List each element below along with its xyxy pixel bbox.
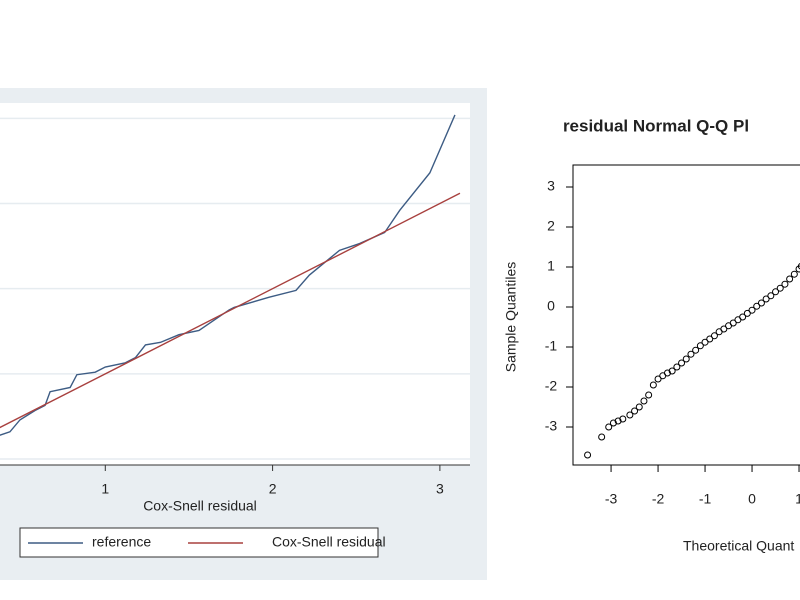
point bbox=[584, 451, 592, 459]
y-tick-label: 0 bbox=[547, 298, 555, 314]
point bbox=[762, 295, 770, 303]
point bbox=[692, 346, 700, 354]
point bbox=[645, 391, 653, 399]
point bbox=[739, 313, 747, 321]
point bbox=[654, 375, 662, 383]
point bbox=[649, 381, 657, 389]
x-axis-label: Theoretical Quant bbox=[683, 538, 794, 554]
point bbox=[678, 359, 686, 367]
point bbox=[614, 417, 622, 425]
y-tick-label: -3 bbox=[545, 418, 558, 434]
x-tick-label: 0 bbox=[748, 491, 756, 507]
point bbox=[748, 306, 756, 314]
point bbox=[797, 262, 800, 270]
y-tick-label: -1 bbox=[545, 338, 558, 354]
point bbox=[795, 265, 800, 273]
x-tick-label: -1 bbox=[699, 491, 712, 507]
x-tick-label: -2 bbox=[652, 491, 665, 507]
x-tick-label: 1 bbox=[795, 491, 800, 507]
y-tick-label: 2 bbox=[547, 218, 555, 234]
left-plot-area bbox=[0, 103, 470, 465]
x-tick-label: 1 bbox=[101, 481, 109, 497]
chart-title: residual Normal Q-Q Pl bbox=[563, 116, 749, 135]
legend-label: reference bbox=[92, 534, 151, 550]
point bbox=[605, 423, 613, 431]
point bbox=[640, 397, 648, 405]
point bbox=[786, 275, 794, 283]
y-tick-label: 3 bbox=[547, 178, 555, 194]
y-tick-label: -2 bbox=[545, 378, 558, 394]
point bbox=[743, 309, 751, 317]
plot-frame bbox=[572, 164, 800, 466]
point bbox=[687, 350, 695, 358]
point bbox=[673, 363, 681, 371]
point bbox=[598, 433, 606, 441]
point bbox=[626, 411, 634, 419]
point bbox=[619, 415, 627, 423]
x-tick-label: 3 bbox=[436, 481, 444, 497]
point bbox=[668, 367, 676, 375]
point bbox=[790, 270, 798, 278]
point bbox=[710, 332, 718, 340]
point bbox=[767, 292, 775, 300]
point bbox=[609, 419, 617, 427]
point bbox=[776, 284, 784, 292]
point bbox=[696, 342, 704, 350]
point bbox=[757, 299, 765, 307]
legend-label: Cox-Snell residual bbox=[272, 534, 386, 550]
point bbox=[729, 319, 737, 327]
x-tick-label: -3 bbox=[605, 491, 618, 507]
point bbox=[631, 407, 639, 415]
point bbox=[781, 280, 789, 288]
point bbox=[701, 338, 709, 346]
point bbox=[706, 335, 714, 343]
x-axis-label: Cox-Snell residual bbox=[143, 498, 257, 514]
point bbox=[720, 325, 728, 333]
y-axis-label: Sample Quantiles bbox=[503, 262, 519, 373]
point bbox=[635, 403, 643, 411]
point bbox=[753, 302, 761, 310]
point bbox=[682, 355, 690, 363]
line-series bbox=[0, 114, 456, 436]
y-tick-label: 1 bbox=[547, 258, 555, 274]
point bbox=[772, 288, 780, 296]
x-tick-label: 2 bbox=[269, 481, 277, 497]
point bbox=[663, 369, 671, 377]
line-series bbox=[0, 192, 461, 429]
